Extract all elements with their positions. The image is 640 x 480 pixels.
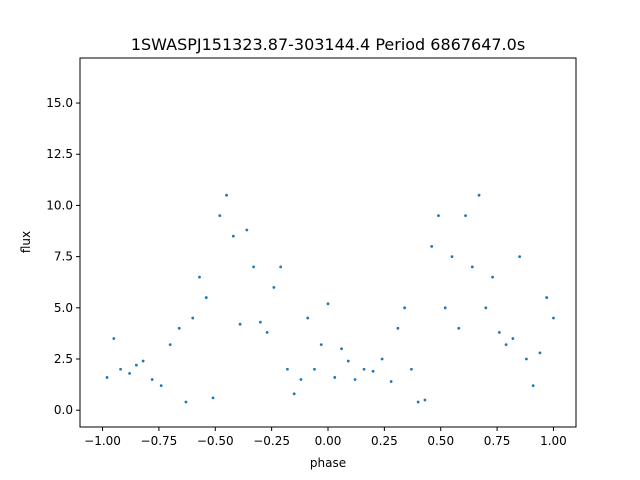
scatter-point	[265, 331, 269, 334]
scatter-point	[105, 376, 109, 379]
scatter-point	[437, 214, 440, 218]
x-tick-label: 0.25	[371, 434, 398, 448]
x-tick-label: 0.75	[484, 434, 511, 448]
scatter-point	[511, 337, 515, 340]
scatter-point	[518, 255, 522, 259]
scatter-point	[191, 316, 195, 320]
scatter-point	[252, 265, 256, 269]
scatter-point	[443, 306, 447, 310]
scatter-point	[319, 343, 323, 347]
scatter-point	[504, 343, 508, 347]
scatter-point	[286, 367, 289, 371]
scatter-point	[333, 376, 337, 379]
x-tick-label: −0.50	[197, 434, 234, 448]
y-tick-label: 5.0	[54, 301, 73, 315]
scatter-point	[258, 320, 262, 324]
scatter-point	[306, 316, 310, 320]
scatter-point	[204, 296, 208, 299]
scatter-point	[119, 367, 122, 371]
y-axis-ticks: 0.0 2.5 5.0 7.5 10.0 12.5 15.0	[46, 96, 80, 417]
scatter-point	[389, 380, 393, 383]
scatter-point	[225, 193, 228, 197]
y-tick-label: 10.0	[46, 198, 73, 212]
scatter-point	[218, 214, 222, 218]
scatter-point	[410, 367, 413, 371]
scatter-point	[211, 396, 215, 400]
scatter-point	[416, 400, 420, 404]
scatter-point	[552, 316, 555, 320]
x-tick-label: −1.00	[84, 434, 121, 448]
scatter-point	[484, 306, 488, 310]
y-tick-label: 12.5	[46, 147, 73, 161]
chart-title: 1SWASPJ151323.87-303144.4 Period 6867647…	[131, 35, 525, 54]
scatter-point	[168, 343, 172, 347]
scatter-points	[105, 193, 555, 404]
y-tick-label: 2.5	[54, 352, 73, 366]
scatter-point	[491, 275, 494, 279]
scatter-point	[340, 347, 343, 351]
scatter-point	[292, 392, 296, 396]
scatter-point	[477, 193, 481, 197]
scatter-point	[538, 351, 542, 355]
x-tick-label: 1.00	[540, 434, 567, 448]
scatter-point	[353, 378, 357, 381]
scatter-point	[497, 331, 501, 334]
scatter-point	[299, 378, 303, 381]
scatter-point	[371, 369, 375, 373]
scatter-point	[346, 359, 350, 363]
scatter-point	[279, 265, 283, 269]
scatter-point	[245, 228, 249, 232]
scatter-point	[326, 302, 330, 306]
scatter-point	[430, 244, 434, 248]
scatter-point	[470, 265, 474, 269]
scatter-point	[457, 326, 461, 330]
scatter-point	[177, 326, 181, 330]
scatter-point	[545, 296, 549, 299]
x-tick-label: 0.50	[427, 434, 454, 448]
scatter-point	[362, 367, 366, 371]
scatter-point	[112, 337, 116, 340]
scatter-point	[380, 357, 384, 361]
y-tick-label: 15.0	[46, 96, 73, 110]
scatter-point	[198, 275, 201, 279]
scatter-point	[134, 363, 138, 367]
x-axis-ticks: −1.00 −0.75 −0.50 −0.25 0.00 0.25 0.50 0.75 1.00	[84, 427, 567, 448]
scatter-point	[159, 384, 163, 388]
scatter-point	[396, 326, 400, 330]
scatter-point	[450, 255, 454, 259]
y-tick-label: 0.0	[54, 403, 73, 417]
x-tick-label: −0.25	[253, 434, 290, 448]
scatter-point	[141, 359, 145, 363]
scatter-point	[238, 322, 242, 326]
y-tick-label: 7.5	[54, 250, 73, 264]
x-tick-label: 0.00	[315, 434, 342, 448]
scatter-point	[231, 234, 235, 238]
x-axis-label: phase	[310, 456, 346, 470]
scatter-point	[313, 367, 316, 371]
scatter-point	[128, 371, 132, 375]
scatter-point	[423, 398, 427, 402]
scatter-point	[184, 400, 188, 404]
scatter-point	[403, 306, 407, 310]
scatter-point	[150, 378, 154, 381]
scatter-point	[525, 357, 528, 361]
y-axis-label: flux	[19, 231, 33, 253]
scatter-point	[272, 285, 276, 289]
scatter-point	[531, 384, 535, 388]
x-tick-label: −0.75	[141, 434, 178, 448]
scatter-point	[464, 214, 467, 218]
